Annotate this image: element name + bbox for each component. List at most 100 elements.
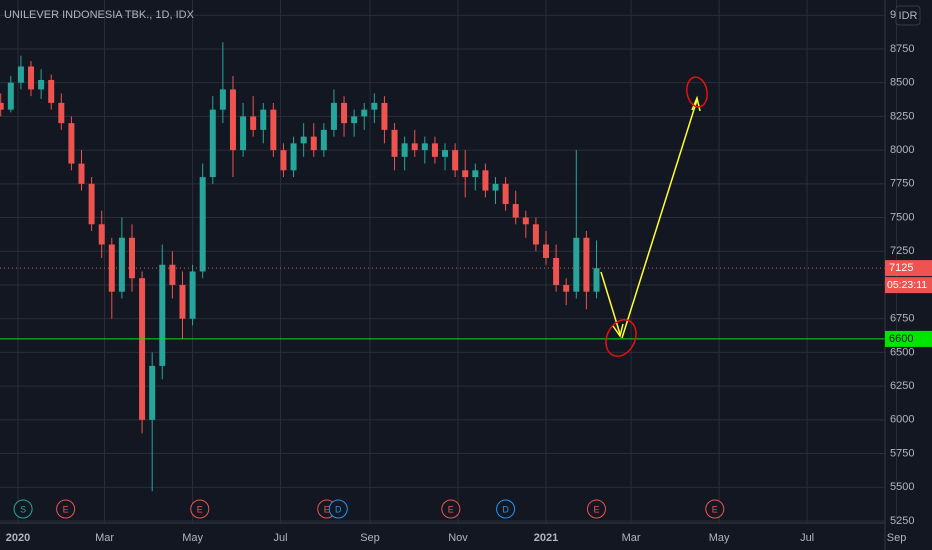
candle-body xyxy=(330,102,337,130)
x-tick-label: May xyxy=(709,532,730,544)
y-tick-label: 5750 xyxy=(890,447,914,459)
candle-body xyxy=(320,129,327,151)
candle-body xyxy=(310,136,317,151)
x-tick-label: 2021 xyxy=(534,532,558,544)
candle-body xyxy=(139,278,146,420)
support-box xyxy=(885,330,932,347)
last-price-label: 7125 xyxy=(889,262,913,274)
highlight-circle xyxy=(605,319,637,357)
y-tick-label: 5500 xyxy=(890,481,914,493)
y-tick-label: 8000 xyxy=(890,144,914,156)
candle-body xyxy=(280,150,287,171)
annotation xyxy=(600,76,708,357)
event-marker xyxy=(496,499,516,519)
candle-body xyxy=(250,116,257,130)
candle-body xyxy=(522,217,529,225)
candle-body xyxy=(593,268,600,292)
candle-body xyxy=(209,109,216,178)
candle-body xyxy=(573,237,580,292)
candle-body xyxy=(58,102,65,124)
y-tick-label: 8500 xyxy=(890,77,914,89)
candle-body xyxy=(371,102,378,110)
candle-body xyxy=(472,170,479,178)
candle-body xyxy=(270,109,277,151)
y-tick-label: 6250 xyxy=(890,380,914,392)
y-tick-label: 7250 xyxy=(890,245,914,257)
price-axis: 5250550057506000625065006750700072507500… xyxy=(885,9,932,527)
event-label: E xyxy=(712,504,718,514)
x-tick-label: Sep xyxy=(360,532,380,544)
event-label: E xyxy=(448,504,454,514)
countdown-box xyxy=(885,277,932,294)
event-marker xyxy=(56,499,76,519)
event-marker xyxy=(13,499,33,519)
candle-body xyxy=(0,102,4,110)
candle-body xyxy=(462,170,469,178)
candle-body xyxy=(401,143,408,157)
event-label: E xyxy=(593,504,599,514)
candle-body xyxy=(300,136,307,144)
candle-body xyxy=(17,66,24,83)
candle-body xyxy=(553,257,560,285)
x-tick-label: Jul xyxy=(800,532,814,544)
event-label: S xyxy=(20,504,26,514)
candle-body xyxy=(169,264,176,285)
event-label: E xyxy=(324,504,330,514)
candle-body xyxy=(351,116,358,124)
candle-body xyxy=(583,237,590,292)
countdown-label: 05:23:11 xyxy=(887,279,927,291)
event-marker xyxy=(705,499,725,519)
event-label: D xyxy=(335,504,342,514)
x-tick-label: Nov xyxy=(448,532,468,544)
x-tick-label: 2020 xyxy=(6,532,30,544)
candle-body xyxy=(189,271,196,319)
candle-body xyxy=(492,183,499,191)
y-tick-label: 5250 xyxy=(890,515,914,527)
candle-body xyxy=(381,102,388,130)
candle-body xyxy=(391,129,398,157)
candle-body xyxy=(118,237,125,292)
candle-body xyxy=(512,204,519,218)
candle-body xyxy=(502,183,509,205)
y-tick-label: 6500 xyxy=(890,346,914,358)
candle-body xyxy=(128,237,135,279)
y-tick-label: 8250 xyxy=(890,110,914,122)
event-label: E xyxy=(197,504,203,514)
candle-body xyxy=(219,89,226,110)
event-marker xyxy=(586,499,606,519)
candle-body xyxy=(28,66,35,90)
candle-body xyxy=(78,163,85,184)
y-tick-label: 8750 xyxy=(890,43,914,55)
event-marker xyxy=(190,499,210,519)
candle-body xyxy=(452,150,459,171)
arrow-up xyxy=(621,99,698,339)
candle-body xyxy=(442,150,449,157)
candle-body xyxy=(199,177,206,272)
currency-button[interactable] xyxy=(895,5,921,26)
event-marker xyxy=(441,499,461,519)
candle-body xyxy=(88,183,95,225)
candle-body xyxy=(149,365,156,420)
candle-body xyxy=(361,109,368,117)
event-marker xyxy=(328,499,348,519)
candle-body xyxy=(240,116,247,151)
currency-label[interactable]: IDR xyxy=(899,10,918,22)
candle-body xyxy=(411,143,418,151)
candle-body xyxy=(7,82,14,110)
x-tick-label: Sep xyxy=(887,532,907,544)
candle-body xyxy=(563,284,570,292)
support-label: 6600 xyxy=(889,333,913,345)
candle-body xyxy=(341,102,348,124)
candle-body xyxy=(532,224,539,245)
y-tick-label: 7750 xyxy=(890,178,914,190)
candle-body xyxy=(179,284,186,319)
x-tick-label: May xyxy=(182,532,203,544)
highlight-circle xyxy=(686,76,708,108)
candle-body xyxy=(38,79,45,90)
candle-body xyxy=(159,264,166,366)
grid xyxy=(0,0,898,523)
event-label: E xyxy=(63,504,69,514)
candle-body xyxy=(229,89,236,151)
